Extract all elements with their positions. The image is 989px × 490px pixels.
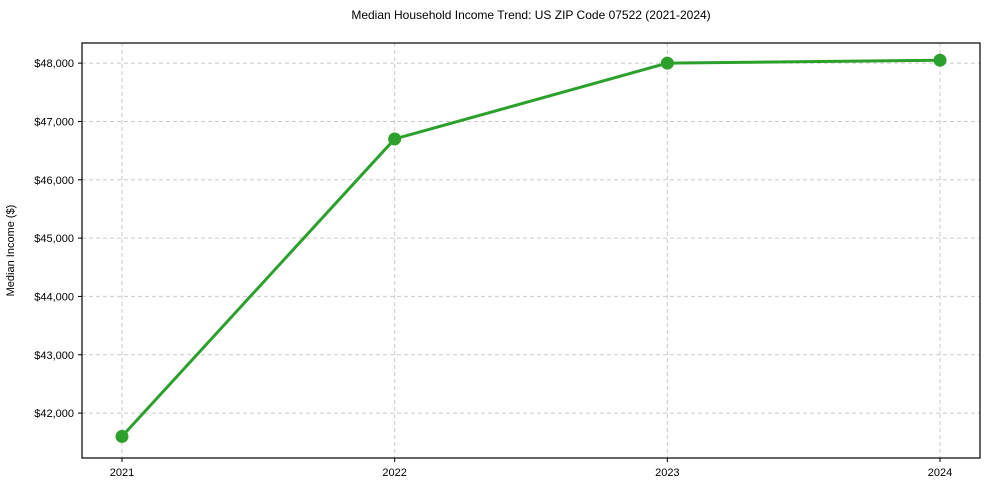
data-point-marker [933,53,947,67]
y-tick-label: $43,000 [34,350,74,362]
y-tick-label: $44,000 [34,291,74,303]
x-tick-label: 2021 [110,467,134,479]
data-point-marker [388,132,402,146]
y-axis-label: Median Income ($) [5,205,17,297]
x-tick-label: 2023 [655,467,679,479]
y-tick-label: $45,000 [34,233,74,245]
data-point-marker [115,429,129,443]
series-line [120,58,942,438]
x-tick-label: 2022 [382,467,406,479]
plot-border [81,42,981,459]
y-tick-label: $46,000 [34,175,74,187]
y-tick-label: $42,000 [34,408,74,420]
y-tick-label: $47,000 [34,116,74,128]
chart-title: Median Household Income Trend: US ZIP Co… [351,8,711,22]
y-tick-label: $48,000 [34,58,74,70]
data-point-marker [660,56,674,70]
x-tick-label: 2024 [928,467,952,479]
